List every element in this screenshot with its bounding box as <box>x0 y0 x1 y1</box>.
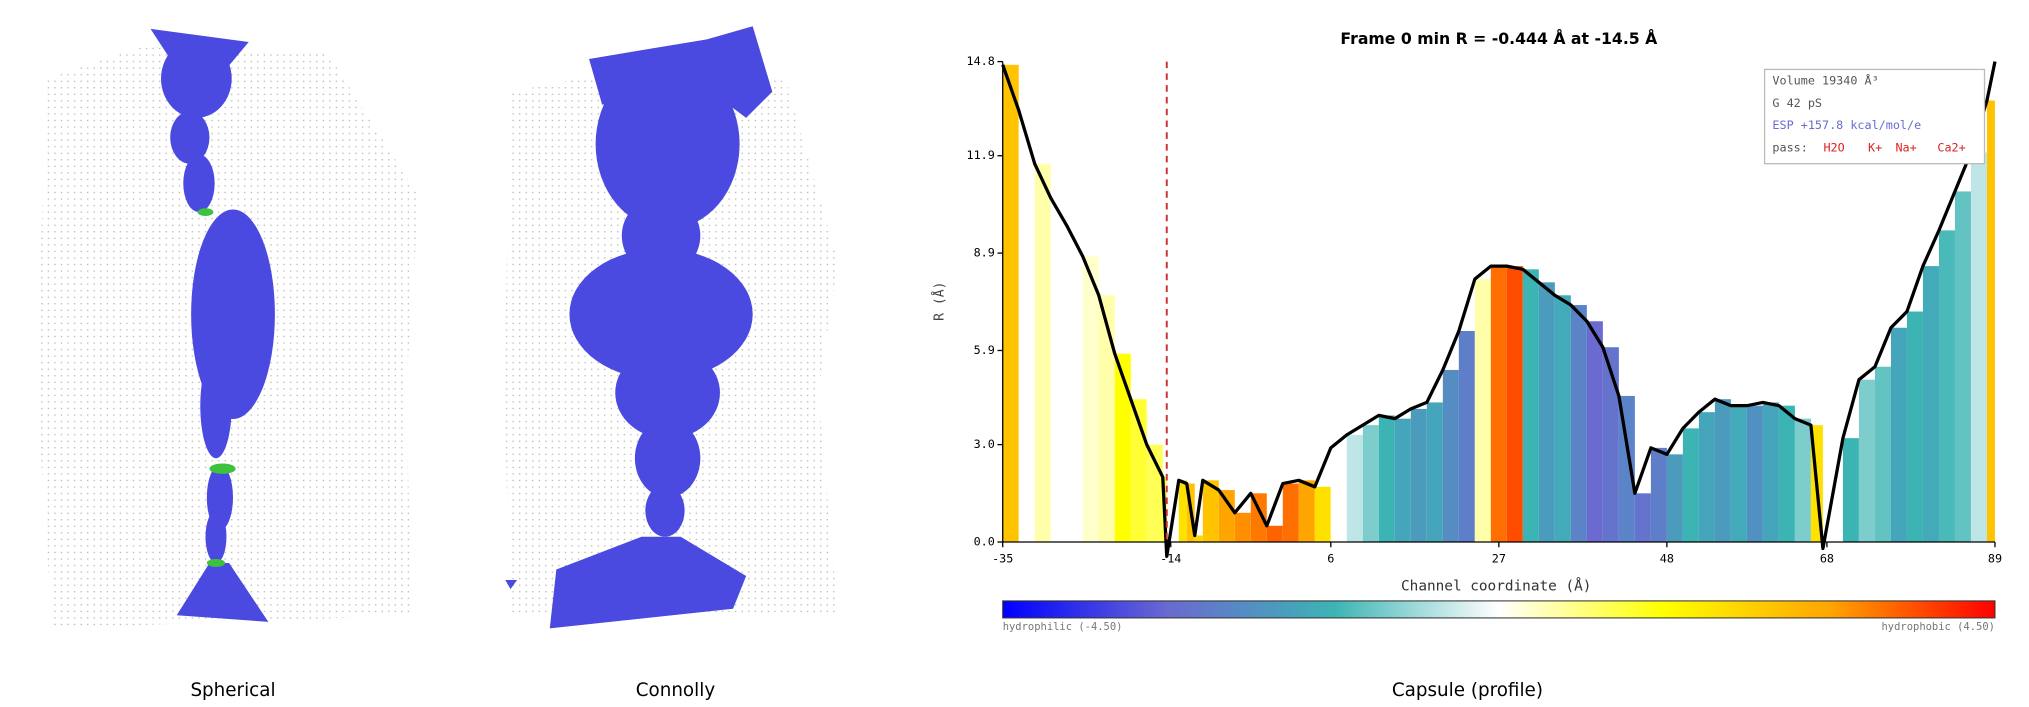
hydrophobicity-stripe <box>1730 405 1747 543</box>
hydrophobicity-stripe <box>1778 405 1795 543</box>
hydrophobicity-stripe <box>1970 152 1987 543</box>
hydrophobicity-stripe <box>1890 327 1907 543</box>
hydrophobicity-stripe <box>1314 486 1331 543</box>
hydrophobicity-stripe <box>1842 438 1859 543</box>
x-axis-label: Channel coordinate (Å) <box>1401 578 1591 595</box>
hydrophobicity-stripe <box>1986 100 1995 543</box>
x-tick-label: -35 <box>992 552 1013 566</box>
hydrophobicity-stripe <box>1538 282 1555 543</box>
info-text: K+ <box>1868 140 1882 154</box>
hydrophobicity-stripe <box>1410 408 1427 543</box>
hydrophobicity-stripe <box>1506 266 1523 543</box>
hydrophobicity-stripe <box>1858 379 1875 543</box>
hydrophobicity-stripe <box>1666 454 1683 543</box>
hydrophobicity-stripe <box>1586 321 1603 543</box>
hydrophobicity-stripe <box>1570 305 1587 543</box>
hydrophobicity-stripe <box>1874 366 1891 543</box>
y-tick-label: 11.9 <box>967 148 995 162</box>
y-tick-label: 5.9 <box>974 343 995 357</box>
profile-chart: Frame 0 min R = -0.444 Å at -14.5 Å R (Å… <box>931 29 2002 633</box>
info-text: Ca2+ <box>1937 140 1965 154</box>
y-tick-label: 0.0 <box>974 535 995 549</box>
hydrophobicity-stripe <box>1362 425 1379 543</box>
hydrophobicity-stripe <box>1906 311 1923 543</box>
hydrophobicity-stripe <box>1002 64 1019 543</box>
y-tick-label: 14.8 <box>967 54 995 68</box>
hydrophobicity-stripe <box>1114 353 1131 543</box>
hydrophobicity-stripe <box>1618 395 1635 543</box>
hydrophobicity-stripe <box>1066 225 1083 543</box>
info-text: ESP +157.8 kcal/mol/e <box>1772 118 1921 132</box>
x-tick-label: 48 <box>1660 552 1674 566</box>
hydrophobicity-stripe <box>1650 447 1667 543</box>
x-tick-label: 89 <box>1988 552 2002 566</box>
hydrophobicity-stripe <box>1602 347 1619 543</box>
info-text: H2O <box>1823 140 1844 154</box>
hydrophobicity-stripe <box>1474 279 1491 543</box>
y-tick-label: 3.0 <box>974 437 995 451</box>
x-tick-label: -14 <box>1160 552 1181 566</box>
x-tick-label: 6 <box>1327 552 1334 566</box>
hydrophobicity-stripe <box>1794 418 1811 543</box>
hydrophobicity-stripe <box>1714 399 1731 543</box>
hydrophobicity-stripe <box>1250 493 1267 543</box>
panel-label: Capsule (profile) <box>1392 680 1543 701</box>
hydrophobicity-stripe <box>1194 535 1203 543</box>
hydrophobicity-stripe <box>1098 295 1115 543</box>
hydrophobicity-stripe <box>1234 512 1251 543</box>
hydrophobicity-stripe <box>1034 163 1051 543</box>
hydrophobicity-stripe <box>1698 412 1715 543</box>
x-tick-label: 27 <box>1492 552 1506 566</box>
colorbar <box>1002 600 1996 619</box>
hydrophobicity-stripe <box>1954 191 1971 543</box>
profile-line <box>1001 61 1997 559</box>
hydrophobicity-stripe <box>1938 230 1955 543</box>
colorbar-left-label: hydrophilic (-4.50) <box>1003 621 1123 633</box>
hydrophobicity-stripe <box>1346 434 1363 543</box>
info-box <box>1763 68 1986 165</box>
hydrophobicity-stripe <box>1050 197 1067 543</box>
hydrophobicity-stripe <box>1522 269 1539 543</box>
hydrophobicity-stripe <box>1266 525 1283 543</box>
spherical-render <box>36 28 419 629</box>
hydrophobicity-stripe <box>1330 447 1347 543</box>
panel-label: Spherical <box>190 680 275 701</box>
hydrophobicity-stripe <box>1458 331 1475 543</box>
chart-title: Frame 0 min R = -0.444 Å at -14.5 Å <box>1340 29 1658 48</box>
hydrophobicity-stripe <box>1442 369 1459 543</box>
hydrophobicity-stripe <box>1082 256 1099 543</box>
hydrophobicity-stripe <box>1682 428 1699 543</box>
hydrophobicity-stripe <box>1202 480 1219 543</box>
hydrophobicity-stripe <box>1178 480 1187 543</box>
y-tick-label: 8.9 <box>974 246 995 260</box>
hydrophobicity-stripe <box>1490 266 1507 543</box>
x-tick-label: 68 <box>1820 552 1834 566</box>
panel-label: Connolly <box>636 680 716 701</box>
hydrophobicity-stripe <box>1378 415 1395 543</box>
hydrophobicity-stripe <box>1298 480 1315 543</box>
info-text: Volume 19340 Å³ <box>1772 73 1878 88</box>
info-text: pass: <box>1772 140 1807 154</box>
hydrophobicity-stripe <box>1018 110 1035 543</box>
connolly-render <box>503 26 838 629</box>
colorbar-right-label: hydrophobic (4.50) <box>1882 621 1995 633</box>
hydrophobicity-stripe <box>1218 490 1235 543</box>
hydrophobicity-stripe <box>1746 405 1763 543</box>
hydrophobicity-stripe <box>1554 295 1571 543</box>
hydrophobicity-stripe <box>1634 493 1651 543</box>
hydrophobicity-stripe <box>1762 402 1779 543</box>
y-axis-label: R (Å) <box>931 281 947 320</box>
info-text: G 42 pS <box>1772 96 1822 110</box>
hydrophobicity-stripe <box>1394 418 1411 543</box>
hydrophobicity-stripe <box>1994 61 1998 543</box>
hydrophobicity-stripe <box>1282 483 1299 543</box>
info-text: Na+ <box>1895 140 1916 154</box>
hydrophobicity-stripe <box>1426 402 1443 543</box>
hydrophobicity-stripe <box>1922 266 1939 543</box>
